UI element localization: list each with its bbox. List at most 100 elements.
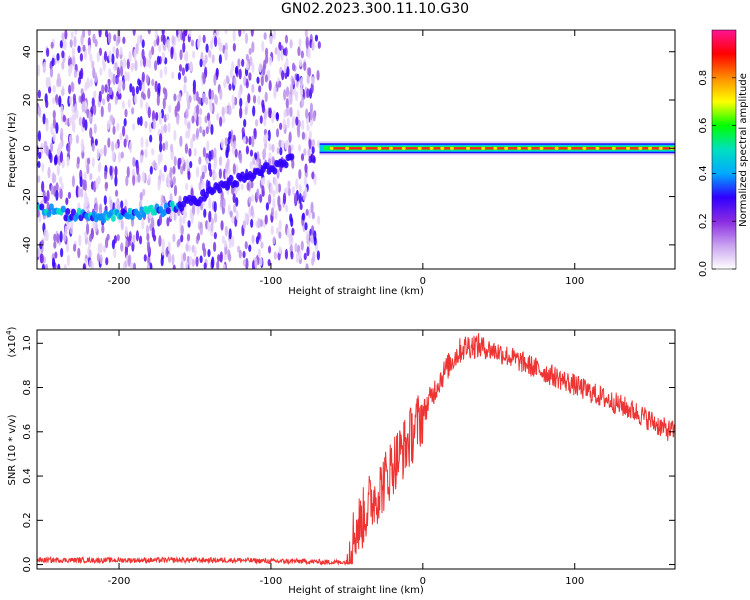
snr-y-tick-label: 0.2 [22, 512, 33, 528]
noise-blob [198, 115, 202, 126]
noise-blob [291, 62, 296, 72]
noise-blob [297, 46, 301, 57]
low-branch-blob [200, 189, 206, 197]
noise-blob [244, 106, 248, 116]
noise-blob [170, 46, 174, 55]
noise-blob [258, 85, 262, 93]
low-branch-blob [228, 174, 234, 182]
noise-blob [191, 258, 195, 268]
noise-blob [73, 111, 77, 121]
noise-blob [279, 122, 283, 131]
noise-blob [299, 77, 304, 88]
noise-blob [207, 119, 211, 130]
noise-blob [146, 241, 151, 254]
noise-blob [64, 225, 68, 236]
noise-blob [95, 202, 99, 214]
noise-blob [250, 206, 254, 217]
noise-blob [285, 186, 289, 195]
noise-blob [89, 233, 93, 243]
noise-blob [112, 125, 116, 135]
noise-blob [135, 85, 139, 95]
noise-blob [64, 30, 68, 40]
noise-blob [66, 220, 70, 231]
noise-blob [225, 162, 229, 174]
snr-x-ticks: -200 -100 0 100 [108, 330, 584, 587]
noise-blob [216, 30, 220, 37]
noise-blob [134, 59, 138, 72]
noise-blob [132, 30, 136, 36]
noise-blob [217, 36, 221, 47]
noise-blob [259, 115, 263, 124]
noise-blob [80, 138, 84, 151]
noise-blob [48, 86, 52, 94]
noise-blob [195, 166, 200, 178]
noise-blob [268, 143, 272, 151]
noise-blob [203, 208, 207, 218]
noise-blob [189, 137, 194, 150]
noise-blob [272, 30, 276, 40]
noise-blob [149, 223, 153, 232]
noise-blob [316, 250, 320, 261]
noise-blob [118, 80, 122, 90]
signal-band-peak [504, 146, 509, 150]
noise-blob [131, 62, 135, 71]
noise-blob [119, 66, 124, 77]
noise-blob [89, 127, 93, 139]
noise-blob [57, 263, 61, 269]
noise-blob [130, 261, 134, 269]
noise-blob [306, 88, 310, 99]
noise-blob [60, 104, 64, 117]
noise-blob [45, 230, 49, 242]
noise-blob [68, 84, 72, 95]
snr-frame [36, 329, 676, 570]
noise-blob [199, 125, 203, 134]
noise-blob [151, 78, 155, 87]
noise-blob [45, 99, 49, 109]
noise-blob [206, 112, 211, 121]
noise-blob [235, 209, 239, 221]
low-branch-blob [283, 161, 289, 169]
noise-blob [301, 131, 305, 140]
noise-blob [180, 261, 184, 269]
noise-blob [274, 178, 278, 187]
noise-blob [80, 188, 84, 198]
noise-blob [91, 157, 95, 168]
noise-blob [163, 43, 167, 52]
noise-blob [48, 149, 52, 160]
noise-blob [60, 127, 64, 140]
colorbar-tick-label: 0.2 [698, 213, 709, 229]
noise-blob [173, 155, 177, 167]
noise-blob [209, 103, 213, 113]
noise-blob [55, 122, 59, 134]
noise-blob [228, 253, 232, 262]
noise-blob [76, 156, 80, 165]
noise-blob [298, 184, 302, 196]
spectrogram-heatmap [37, 30, 675, 269]
noise-blob [153, 39, 157, 47]
noise-blob [207, 162, 212, 172]
noise-blob [251, 135, 255, 148]
noise-blob [261, 185, 265, 197]
low-branch-blob [198, 196, 204, 204]
noise-blob [144, 148, 148, 158]
noise-blob [274, 209, 278, 220]
noise-blob [49, 67, 54, 78]
noise-blob [284, 34, 289, 44]
noise-blob [104, 237, 109, 249]
noise-blob [41, 163, 45, 172]
noise-blob [59, 188, 63, 200]
noise-blob [108, 50, 112, 63]
noise-blob [126, 166, 130, 178]
noise-blob [137, 116, 141, 126]
low-branch-blob [70, 208, 76, 216]
noise-blob [210, 89, 215, 101]
noise-blob [98, 30, 102, 38]
snr-y-tick-label: 0.0 [22, 557, 33, 573]
noise-blob [183, 75, 187, 84]
noise-blob [101, 84, 105, 95]
noise-blob [43, 195, 47, 204]
noise-blob [311, 145, 315, 155]
snr-panel: -200 -100 0 100 0.0 0.2 0.4 0.6 0.8 1.0 Height o… [5, 326, 676, 596]
noise-blob [106, 93, 110, 103]
noise-blob [235, 196, 239, 207]
